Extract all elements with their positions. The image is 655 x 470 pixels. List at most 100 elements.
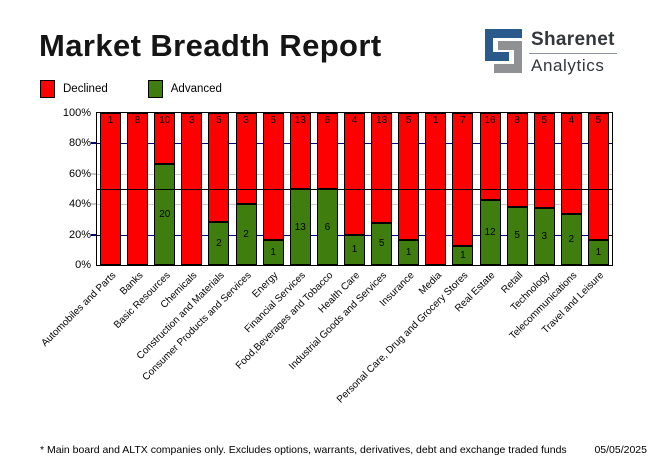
declined-count-label: 10 — [159, 115, 171, 126]
bar-group: 10 20 — [151, 113, 178, 265]
y-tick-label-40: 40% — [68, 198, 91, 211]
chart-legend: Declined Advanced — [40, 80, 222, 98]
advanced-segment: 1 — [262, 239, 284, 265]
declined-segment: 5 — [208, 113, 230, 222]
declined-segment: 5 — [262, 113, 284, 240]
declined-count-label: 5 — [216, 115, 222, 126]
advanced-segment: 1 — [452, 246, 474, 265]
advanced-count-label: 1 — [270, 246, 276, 258]
advanced-segment: 5 — [371, 222, 393, 265]
advanced-count-label: 1 — [351, 244, 358, 256]
advanced-segment: 1 — [398, 239, 420, 265]
advanced-count-label: 5 — [378, 238, 385, 250]
advanced-count-label: 2 — [216, 237, 222, 249]
bar-group: 13 5 — [368, 113, 395, 265]
advanced-segment: 5 — [506, 206, 528, 265]
declined-segment: 7 — [452, 113, 474, 246]
bar-group: 13 13 — [287, 113, 314, 265]
declined-count-label: 8 — [134, 115, 141, 126]
y-tick-mark-60 — [91, 172, 96, 175]
legend-label-advanced: Advanced — [170, 83, 222, 95]
legend-label-declined: Declined — [63, 83, 108, 95]
advanced-count-label: 5 — [514, 230, 520, 242]
plot-area: 1 8 10 20 3 5 2 3 2 5 1 13 13 6 6 4 1 13 5 5 1 1 7 1 16 12 8 5 5 3 4 2 5… — [96, 112, 613, 266]
bar-group: 16 12 — [476, 113, 503, 265]
declined-segment: 3 — [235, 113, 257, 205]
sharenet-logo-mark-icon — [485, 29, 522, 73]
advanced-count-label: 12 — [484, 226, 496, 238]
declined-segment: 10 — [154, 113, 176, 164]
declined-count-label: 5 — [270, 115, 276, 126]
declined-segment: 5 — [587, 113, 609, 240]
advanced-count-label: 3 — [541, 231, 547, 242]
stacked-bar-11: 13 5 — [371, 113, 393, 265]
advanced-count-label: 20 — [159, 208, 171, 220]
declined-count-label: 5 — [405, 115, 412, 126]
advanced-count-label: 1 — [595, 246, 602, 258]
declined-swatch-icon — [40, 80, 55, 98]
y-tick-mark-20 — [91, 233, 96, 236]
advanced-swatch-icon — [147, 80, 163, 98]
report-date: 05/05/2025 — [594, 444, 647, 456]
x-category-label: Automobiles and Parts — [39, 270, 119, 349]
footnote: * Main board and ALTX companies only. Ex… — [40, 444, 567, 456]
advanced-segment: 6 — [316, 189, 338, 265]
y-tick-label-60: 60% — [68, 167, 91, 180]
stacked-bar-3: 10 20 — [154, 113, 176, 265]
logo-text: Sharenet Analytics — [529, 29, 617, 76]
declined-count-label: 4 — [351, 115, 358, 126]
declined-segment: 13 — [371, 113, 393, 223]
declined-segment: 4 — [343, 113, 365, 235]
sharenet-logo: Sharenet Analytics — [485, 29, 617, 76]
declined-count-label: 1 — [433, 115, 439, 126]
advanced-segment: 1 — [587, 239, 609, 265]
advanced-count-label: 2 — [568, 234, 575, 246]
y-tick-label-80: 80% — [68, 137, 91, 150]
declined-count-label: 5 — [541, 115, 547, 126]
page-title: Market Breadth Report — [39, 28, 382, 63]
advanced-count-label: 6 — [324, 221, 331, 233]
y-tick-mark-80 — [91, 142, 96, 145]
gridline-50 — [97, 189, 612, 190]
advanced-segment: 1 — [343, 234, 365, 265]
declined-count-label: 13 — [376, 115, 388, 126]
legend-item-declined: Declined — [40, 80, 108, 98]
declined-count-label: 4 — [568, 115, 575, 126]
declined-count-label: 3 — [189, 115, 195, 126]
declined-count-label: 13 — [294, 115, 306, 126]
y-tick-label-100: 100% — [62, 107, 91, 119]
advanced-count-label: 1 — [405, 246, 412, 258]
logo-subtitle: Analytics — [531, 56, 605, 75]
stacked-bar-15: 16 12 — [479, 113, 501, 265]
advanced-segment: 13 — [289, 189, 311, 265]
logo-company-name: Sharenet — [529, 29, 617, 54]
legend-item-advanced: Advanced — [147, 80, 222, 98]
declined-count-label: 7 — [460, 115, 466, 126]
advanced-segment: 3 — [533, 208, 555, 265]
stacked-bar-8: 13 13 — [289, 113, 311, 265]
advanced-count-label: 1 — [460, 250, 466, 261]
advanced-segment: 12 — [479, 199, 501, 265]
declined-count-label: 16 — [484, 115, 496, 126]
declined-segment: 5 — [398, 113, 420, 240]
declined-segment: 8 — [506, 113, 528, 207]
y-tick-label-0: 0% — [75, 259, 91, 271]
declined-count-label: 8 — [514, 115, 520, 126]
declined-segment: 6 — [316, 113, 338, 189]
